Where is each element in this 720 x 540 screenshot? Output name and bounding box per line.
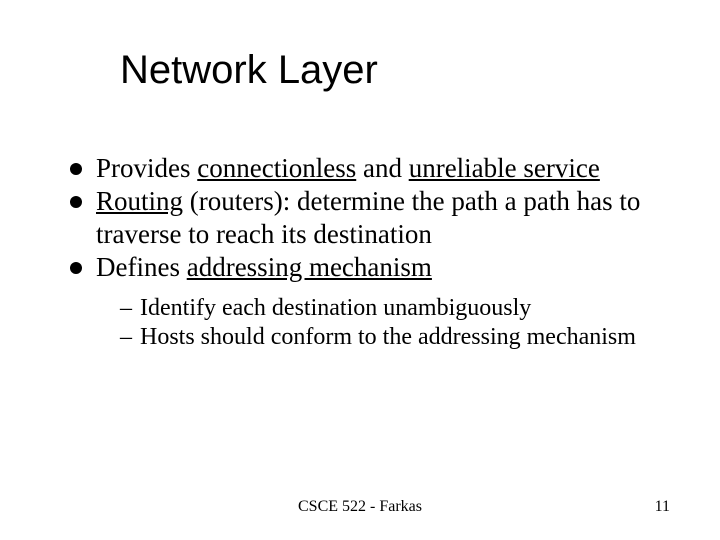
footer-center: CSCE 522 - Farkas: [0, 498, 720, 516]
slide: Network Layer Provides connectionless an…: [0, 0, 720, 540]
underlined-text: unreliable service: [409, 153, 600, 183]
bullet-text: Defines: [96, 252, 187, 282]
underlined-text: Routing: [96, 186, 183, 216]
underlined-text: addressing mechanism: [187, 252, 432, 282]
sub-bullet-text: Hosts should conform to the addressing m…: [140, 324, 636, 350]
slide-title: Network Layer: [120, 48, 378, 93]
slide-body: Provides connectionless and unreliable s…: [70, 152, 660, 352]
sub-bullet-text: Identify each destination unambiguously: [140, 295, 531, 321]
bullet-list: Provides connectionless and unreliable s…: [70, 152, 660, 352]
bullet-item: Routing (routers): determine the path a …: [70, 185, 660, 251]
bullet-text: and: [356, 153, 408, 183]
sub-bullet-item: Identify each destination unambiguously: [120, 294, 660, 323]
page-number: 11: [655, 498, 670, 516]
underlined-text: connectionless: [197, 153, 356, 183]
sub-bullet-list: Identify each destination unambiguously …: [120, 294, 660, 353]
sub-bullet-item: Hosts should conform to the addressing m…: [120, 323, 660, 352]
bullet-item: Defines addressing mechanism Identify ea…: [70, 251, 660, 352]
bullet-item: Provides connectionless and unreliable s…: [70, 152, 660, 185]
bullet-text: Provides: [96, 153, 197, 183]
